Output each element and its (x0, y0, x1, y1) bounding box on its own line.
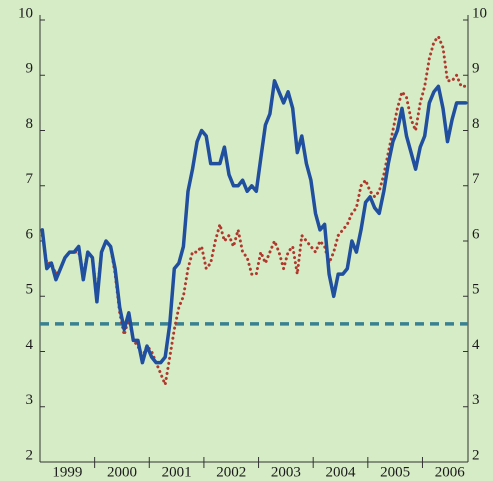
series-line (40, 35, 468, 387)
y2-tick-label: 4 (472, 337, 480, 353)
x-tick-label: 1999 (52, 464, 82, 480)
y-tick-label: 10 (18, 5, 33, 21)
y2-tick-label: 8 (472, 116, 480, 132)
x-tick-label: 2002 (216, 464, 246, 480)
y-tick-label: 9 (26, 61, 34, 77)
y2-tick-label: 5 (472, 282, 480, 298)
y-tick-label: 3 (26, 392, 34, 408)
y2-tick-label: 10 (472, 5, 487, 21)
x-tick-label: 2006 (435, 464, 466, 480)
y-tick-label: 8 (26, 116, 34, 132)
y-tick-label: 2 (26, 447, 34, 463)
y-tick-label: 7 (26, 171, 34, 187)
y-tick-label: 5 (26, 282, 34, 298)
x-tick-label: 2001 (162, 464, 192, 480)
x-tick-label: 2004 (326, 464, 357, 480)
y2-tick-label: 9 (472, 61, 480, 77)
series-line (40, 79, 468, 365)
x-tick-label: 2000 (107, 464, 137, 480)
y2-tick-label: 7 (472, 171, 480, 187)
y2-tick-label: 6 (472, 226, 480, 242)
y-tick-label: 4 (26, 337, 34, 353)
y-tick-label: 6 (26, 226, 34, 242)
x-tick-label: 2003 (271, 464, 301, 480)
y2-tick-label: 3 (472, 392, 480, 408)
x-tick-label: 2005 (380, 464, 410, 480)
y2-tick-label: 2 (472, 447, 480, 463)
